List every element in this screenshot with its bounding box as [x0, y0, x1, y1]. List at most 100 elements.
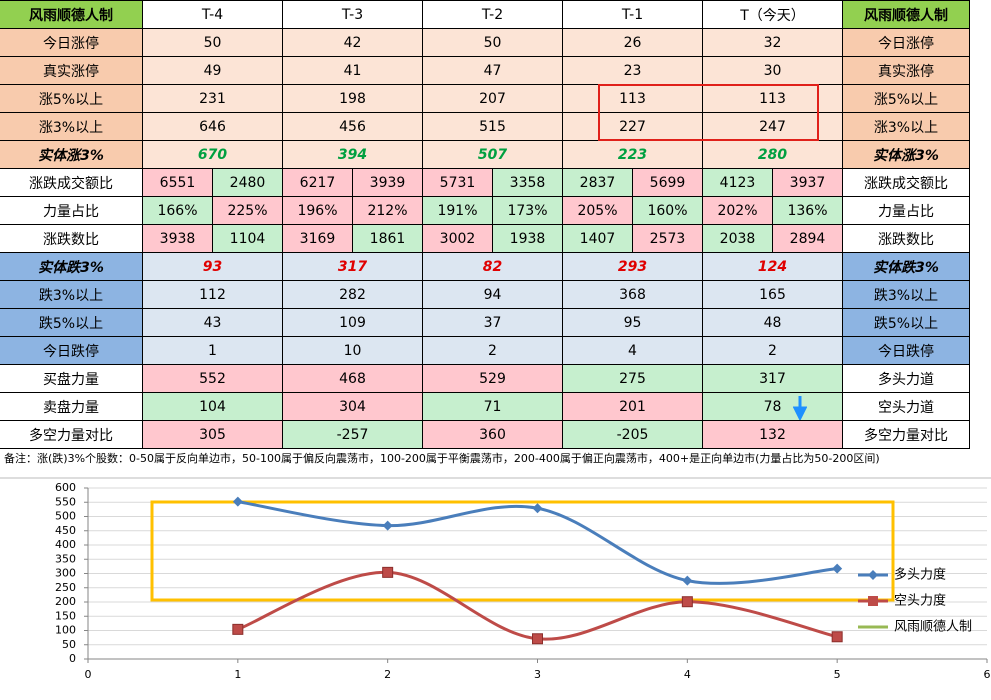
data-cell: 3938	[142, 224, 213, 253]
data-cell: 212%	[352, 196, 423, 225]
legend-marker	[868, 596, 878, 606]
data-cell: 5699	[632, 168, 703, 197]
row-label-right: 空头力道	[842, 392, 970, 421]
data-cell: -257	[282, 420, 423, 449]
data-cell: 3939	[352, 168, 423, 197]
data-cell: 3937	[772, 168, 843, 197]
point	[532, 633, 543, 645]
data-cell: 282	[282, 280, 423, 309]
data-cell: 394	[282, 140, 423, 169]
row-label-right: 涨跌数比	[842, 224, 970, 253]
data-cell: 225%	[212, 196, 283, 225]
data-cell: 124	[702, 252, 843, 281]
header-cell: T-1	[562, 0, 703, 29]
data-cell: 3358	[492, 168, 563, 197]
data-cell: 166%	[142, 196, 213, 225]
point	[832, 563, 843, 574]
data-cell: 515	[422, 112, 563, 141]
x-tick-label: 4	[684, 668, 691, 681]
legend-label: 空头力度	[894, 593, 946, 609]
data-cell: 173%	[492, 196, 563, 225]
y-tick-label: 450	[55, 524, 76, 537]
data-cell: 2837	[562, 168, 633, 197]
data-cell: 50	[142, 28, 283, 57]
y-tick-label: 100	[55, 624, 76, 637]
row-label-right: 实体跌3%	[842, 252, 970, 281]
data-cell: 2894	[772, 224, 843, 253]
data-cell: 275	[562, 364, 703, 393]
y-tick-label: 0	[69, 652, 76, 665]
header-cell: 风雨顺德人制	[842, 0, 970, 29]
row-label: 今日涨停	[0, 28, 143, 57]
row-label: 多空力量对比	[0, 420, 143, 449]
y-tick-label: 600	[55, 481, 76, 494]
data-cell: 104	[142, 392, 283, 421]
data-cell: 112	[142, 280, 283, 309]
row-label: 卖盘力量	[0, 392, 143, 421]
data-cell: 3002	[422, 224, 493, 253]
data-cell: 468	[282, 364, 423, 393]
row-label: 涨跌成交额比	[0, 168, 143, 197]
data-cell: 93	[142, 252, 283, 281]
data-cell: 41	[282, 56, 423, 85]
row-label-right: 涨跌成交额比	[842, 168, 970, 197]
data-cell: 280	[702, 140, 843, 169]
data-cell: 293	[562, 252, 703, 281]
data-cell: 507	[422, 140, 563, 169]
arrow-icon	[793, 396, 807, 420]
data-cell: 23	[562, 56, 703, 85]
point	[382, 520, 393, 531]
data-cell: 552	[142, 364, 283, 393]
y-tick-label: 250	[55, 581, 76, 594]
row-label-right: 真实涨停	[842, 56, 970, 85]
data-cell: 360	[422, 420, 563, 449]
data-cell: 37	[422, 308, 563, 337]
data-cell: 2038	[702, 224, 773, 253]
point	[831, 631, 843, 643]
data-cell: 78	[702, 392, 843, 421]
x-tick-label: 3	[534, 668, 541, 681]
data-cell: 1938	[492, 224, 563, 253]
row-label-right: 多空力量对比	[842, 420, 970, 449]
data-cell: 6551	[142, 168, 213, 197]
data-cell: 6217	[282, 168, 353, 197]
data-cell: 2	[422, 336, 563, 365]
point	[232, 496, 243, 507]
row-label: 涨3%以上	[0, 112, 143, 141]
data-cell: 10	[282, 336, 423, 365]
data-cell: 201	[562, 392, 703, 421]
row-label: 买盘力量	[0, 364, 143, 393]
data-cell: 223	[562, 140, 703, 169]
point	[382, 566, 394, 578]
data-cell: 1	[142, 336, 283, 365]
row-label: 跌5%以上	[0, 308, 143, 337]
data-cell: 49	[142, 56, 283, 85]
row-label-right: 力量占比	[842, 196, 970, 225]
x-tick-label: 1	[234, 668, 241, 681]
data-cell: 4123	[702, 168, 773, 197]
legend-marker	[868, 570, 878, 580]
row-label: 涨跌数比	[0, 224, 143, 253]
data-cell: 136%	[772, 196, 843, 225]
row-label: 实体跌3%	[0, 252, 143, 281]
data-cell: 304	[282, 392, 423, 421]
data-cell: 205%	[562, 196, 633, 225]
y-tick-label: 300	[55, 567, 76, 580]
row-label-right: 多头力道	[842, 364, 970, 393]
row-label-right: 跌5%以上	[842, 308, 970, 337]
point	[682, 575, 693, 586]
row-label: 真实涨停	[0, 56, 143, 85]
header-cell: T（今天）	[702, 0, 843, 29]
point	[681, 596, 693, 608]
header-cell: 风雨顺德人制	[0, 0, 143, 29]
data-cell: 231	[142, 84, 283, 113]
data-cell: 196%	[282, 196, 353, 225]
data-cell: 160%	[632, 196, 703, 225]
data-cell: 1861	[352, 224, 423, 253]
data-cell: 82	[422, 252, 563, 281]
row-label-right: 今日涨停	[842, 28, 970, 57]
x-tick-label: 5	[834, 668, 841, 681]
data-cell: 1104	[212, 224, 283, 253]
